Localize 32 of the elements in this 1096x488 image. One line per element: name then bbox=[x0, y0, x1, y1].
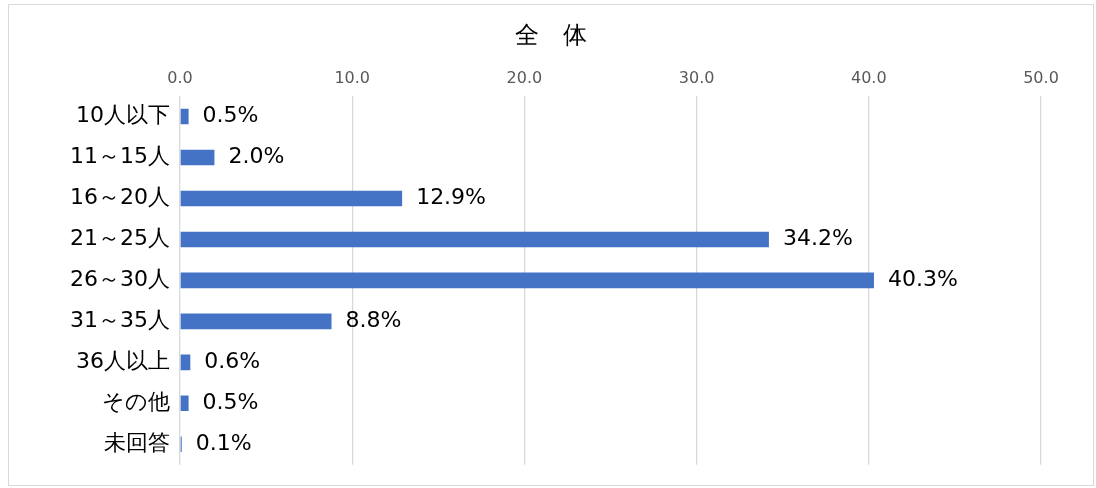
y-tick-label: 26～30人 bbox=[69, 266, 170, 292]
x-tick-label: 20.0 bbox=[506, 67, 543, 87]
y-tick-label: 21～25人 bbox=[69, 225, 170, 251]
bar bbox=[180, 272, 874, 289]
data-label: 0.5% bbox=[202, 102, 259, 128]
y-tick-label: 10人以下 bbox=[75, 102, 170, 128]
data-label: 34.2% bbox=[782, 225, 853, 251]
bar bbox=[180, 149, 215, 166]
data-label: 0.6% bbox=[204, 348, 261, 374]
bar bbox=[180, 313, 332, 330]
data-label: 40.3% bbox=[887, 266, 958, 292]
data-label: 2.0% bbox=[228, 143, 285, 169]
chart-title: 全 体 bbox=[514, 20, 587, 49]
bar bbox=[180, 108, 189, 125]
x-tick-label: 40.0 bbox=[850, 67, 887, 87]
y-tick-label: 36人以上 bbox=[75, 348, 170, 374]
x-tick-label: 30.0 bbox=[678, 67, 715, 87]
x-tick-label: 50.0 bbox=[1023, 67, 1059, 87]
y-tick-label: 31～35人 bbox=[69, 307, 170, 333]
y-tick-label: 未回答 bbox=[103, 430, 170, 456]
data-label: 0.5% bbox=[202, 389, 259, 415]
bar bbox=[180, 395, 189, 412]
data-label: 12.9% bbox=[416, 184, 487, 210]
bar bbox=[180, 231, 769, 248]
x-tick-label: 10.0 bbox=[334, 67, 370, 87]
bar bbox=[180, 190, 403, 207]
y-tick-label: 11～15人 bbox=[69, 143, 170, 169]
y-tick-label: その他 bbox=[101, 389, 170, 415]
data-label: 0.1% bbox=[195, 430, 252, 456]
x-tick-label: 0.0 bbox=[167, 67, 193, 87]
y-tick-label: 16～20人 bbox=[69, 184, 170, 210]
data-label: 8.8% bbox=[345, 307, 402, 333]
